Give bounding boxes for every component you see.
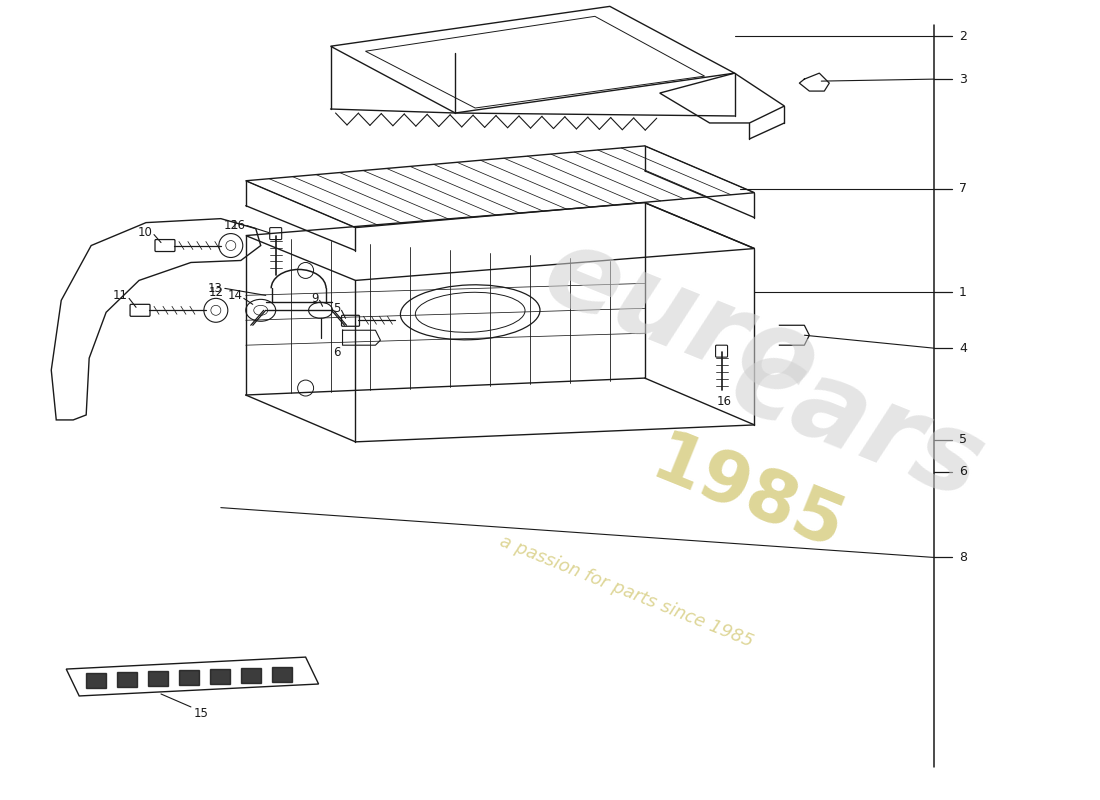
Text: 7: 7 [959, 182, 967, 195]
Polygon shape [148, 671, 168, 686]
Text: a passion for parts since 1985: a passion for parts since 1985 [497, 532, 756, 650]
Text: cars: cars [716, 326, 999, 522]
Text: 14: 14 [228, 289, 243, 302]
Text: 5: 5 [959, 434, 967, 446]
Text: 6: 6 [333, 346, 341, 358]
Text: 13: 13 [208, 282, 223, 295]
Text: 5: 5 [333, 302, 341, 315]
Text: 12: 12 [208, 286, 223, 299]
Polygon shape [117, 672, 138, 687]
Polygon shape [241, 668, 261, 683]
Polygon shape [86, 673, 106, 688]
Text: 1985: 1985 [641, 426, 854, 566]
Text: 8: 8 [959, 551, 967, 564]
Text: 9: 9 [311, 292, 319, 305]
Text: 3: 3 [959, 73, 967, 86]
Text: 12: 12 [223, 219, 239, 232]
Polygon shape [210, 669, 230, 684]
Text: 16: 16 [717, 395, 733, 409]
Text: 4: 4 [959, 342, 967, 354]
Text: euro: euro [529, 217, 834, 423]
Text: 6: 6 [959, 466, 967, 478]
Text: 16: 16 [231, 219, 245, 232]
Text: 1: 1 [959, 286, 967, 299]
Polygon shape [179, 670, 199, 685]
Polygon shape [272, 667, 292, 682]
Text: 11: 11 [113, 289, 128, 302]
Text: 15: 15 [194, 707, 208, 721]
Text: 10: 10 [139, 226, 153, 239]
Text: 2: 2 [959, 30, 967, 42]
